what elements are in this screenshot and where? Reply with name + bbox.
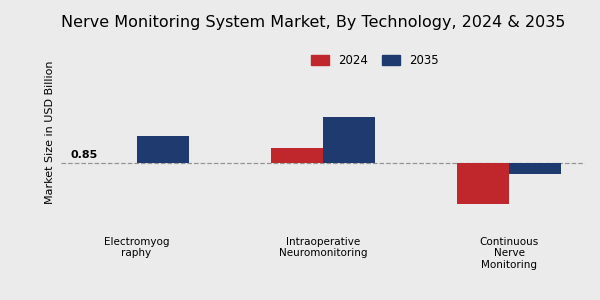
Bar	[271, 148, 323, 163]
Bar	[509, 163, 561, 174]
Bar	[457, 163, 509, 204]
Text: Nerve Monitoring System Market, By Technology, 2024 & 2035: Nerve Monitoring System Market, By Techn…	[61, 15, 565, 30]
Bar	[137, 136, 188, 163]
Y-axis label: Market Size in USD Billion: Market Size in USD Billion	[45, 61, 55, 204]
Legend: 2024, 2035: 2024, 2035	[307, 50, 444, 72]
Bar	[323, 118, 375, 163]
Text: 0.85: 0.85	[71, 150, 98, 160]
